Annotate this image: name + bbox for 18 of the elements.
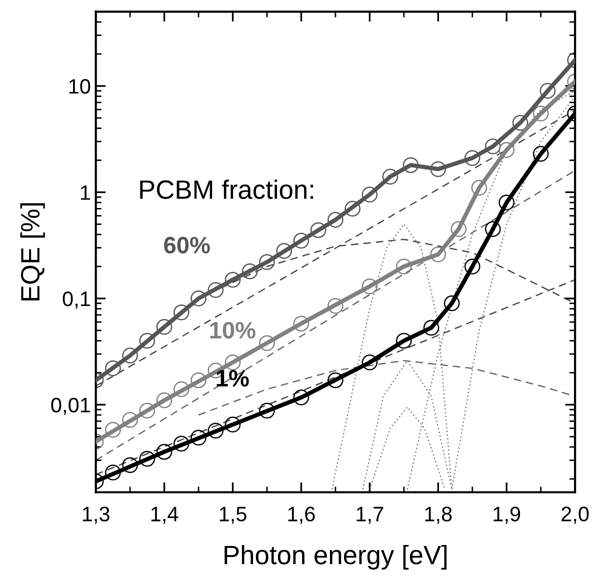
x-tick-label: 2,0 [562, 506, 589, 524]
y-tick-label: 0,1 [62, 291, 90, 309]
x-tick-label: 1,7 [356, 506, 384, 524]
annotation: PCBM fraction: [140, 180, 314, 199]
y-tick-label: 10 [69, 78, 90, 94]
x-tick-label: 1,5 [220, 506, 246, 524]
y-tick-label: 1 [80, 185, 90, 200]
annotation: 1% [216, 370, 249, 387]
x-tick-label: 1,8 [425, 506, 452, 524]
x-tick-label: 1,4 [151, 506, 178, 524]
x-tick-label: 1,9 [494, 506, 520, 524]
x-axis-title: Photon energy [eV] [224, 544, 447, 570]
annotation: 60% [164, 236, 210, 254]
x-tick-label: 1,6 [288, 506, 315, 524]
annotation: 10% [210, 322, 256, 339]
y-axis-title: EQE [%] [20, 203, 45, 300]
y-tick-label: 0,01 [51, 398, 90, 415]
x-tick-label: 1,3 [82, 506, 110, 524]
